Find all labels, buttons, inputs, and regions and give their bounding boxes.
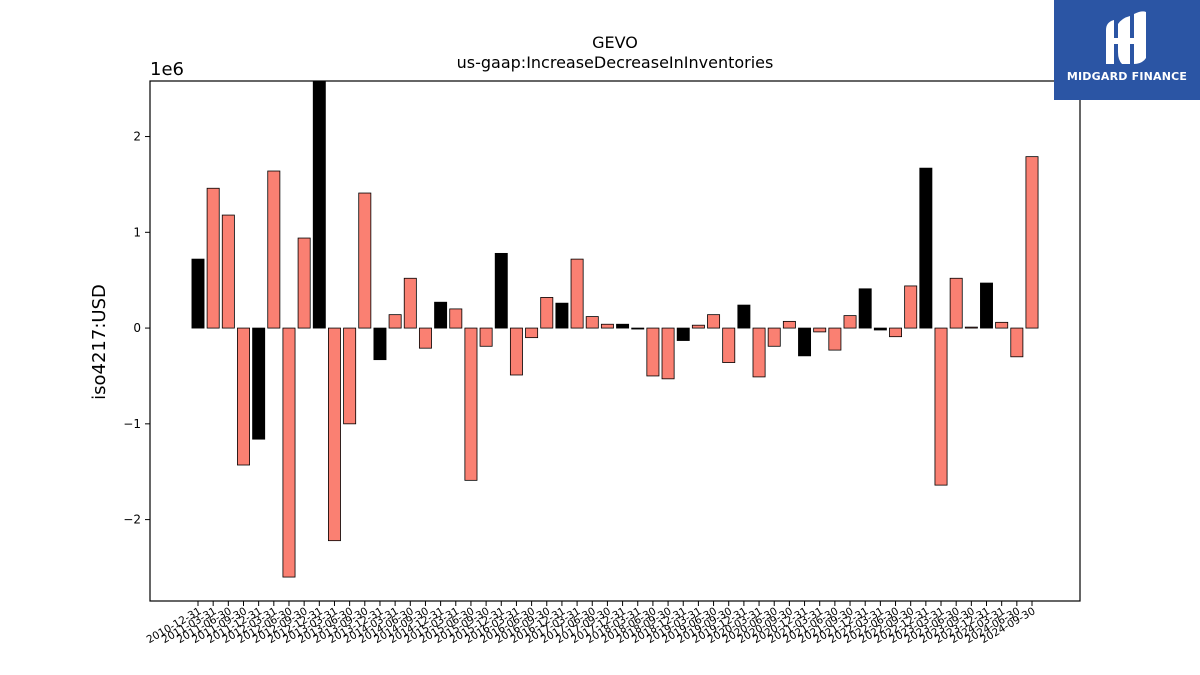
bar-2024-03-31 <box>995 321 1009 329</box>
bar-2014-12-31 <box>434 301 448 329</box>
bar-2019-06-30 <box>707 314 721 329</box>
bar-2015-06-30 <box>464 327 478 481</box>
bar-2024-06-30 <box>1010 327 1024 358</box>
bar-2020-12-31 <box>798 327 812 357</box>
bar-2015-12-31 <box>494 252 508 329</box>
bar-2019-12-31 <box>737 304 751 329</box>
bar-2013-06-30 <box>343 327 357 425</box>
chart-subtitle: us-gaap:IncreaseDecreaseInInventories <box>457 53 774 72</box>
bar-2021-06-30 <box>828 327 842 351</box>
y-tick-label: 2 <box>133 130 141 144</box>
bar-2023-12-31 <box>980 282 993 329</box>
logo-mark-icon <box>1106 11 1146 65</box>
bar-2024-09-30 <box>1025 156 1039 329</box>
bar-2015-03-31 <box>449 308 463 329</box>
plot-frame <box>149 80 1081 602</box>
bar-2012-03-31 <box>267 170 281 329</box>
bars-group <box>191 80 1039 578</box>
logo-text: MIDGARD FINANCE <box>1066 70 1188 83</box>
bar-2016-03-31 <box>509 327 523 376</box>
bar-2020-03-31 <box>752 327 766 378</box>
bar-2022-06-30 <box>889 327 902 338</box>
bar-2018-09-30 <box>661 327 675 380</box>
bar-2018-12-31 <box>676 327 690 341</box>
y-axis-scale-label: 1e6 <box>150 59 184 80</box>
bar-2014-09-30 <box>418 327 432 349</box>
bar-2012-06-30 <box>282 327 296 578</box>
bar-2019-09-30 <box>722 327 736 363</box>
chart-title: GEVO <box>592 33 638 52</box>
bar-2011-09-30 <box>237 327 250 466</box>
bar-2023-03-31 <box>934 327 948 486</box>
bar-2018-06-30 <box>646 327 660 377</box>
y-tick-label: 1 <box>133 225 141 239</box>
y-axis-ticks: −2 −1 0 1 2 <box>123 130 150 527</box>
bar-2011-12-31 <box>252 327 266 440</box>
bar-2019-03-31 <box>691 324 705 329</box>
bar-2021-09-30 <box>843 315 857 329</box>
y-tick-label: −2 <box>123 513 141 527</box>
bar-2023-06-30 <box>949 277 963 329</box>
bar-2017-09-30 <box>600 323 614 329</box>
bar-2013-03-31 <box>328 327 341 542</box>
bar-2017-12-31 <box>616 323 630 329</box>
bar-2021-03-31 <box>813 327 827 333</box>
bar-2021-12-31 <box>858 288 872 329</box>
bar-2011-03-31 <box>206 187 220 329</box>
bar-2013-09-30 <box>358 192 372 329</box>
bar-2010-12-31 <box>191 258 205 329</box>
bar-2013-12-31 <box>373 327 387 361</box>
bar-2022-03-31 <box>873 327 887 331</box>
bar-2012-12-31 <box>312 80 326 329</box>
y-axis-label: iso4217:USD <box>89 284 110 400</box>
bar-2020-09-30 <box>782 320 796 329</box>
bar-2014-03-31 <box>388 314 402 329</box>
bar-2018-03-31 <box>631 327 645 330</box>
bar-2020-06-30 <box>767 327 781 347</box>
y-tick-label: 0 <box>133 321 141 335</box>
x-axis-ticks: 2010-12-312011-03-312011-06-302011-09-30… <box>145 601 1038 646</box>
bar-2017-03-31 <box>570 258 584 329</box>
bar-2015-09-30 <box>479 327 493 347</box>
y-tick-label: −1 <box>123 417 141 431</box>
bar-2023-09-30 <box>964 326 978 329</box>
bar-2016-09-30 <box>540 297 554 329</box>
bar-2022-09-30 <box>904 285 918 329</box>
bar-2012-09-30 <box>297 237 311 329</box>
bar-2016-06-30 <box>525 327 539 339</box>
bar-2016-12-31 <box>555 302 569 329</box>
bar-2022-12-31 <box>919 167 933 329</box>
bar-2017-06-30 <box>585 316 599 329</box>
midgard-finance-logo: MIDGARD FINANCE <box>1054 0 1200 100</box>
bar-2014-06-30 <box>403 277 417 329</box>
bar-2011-06-30 <box>221 214 235 329</box>
